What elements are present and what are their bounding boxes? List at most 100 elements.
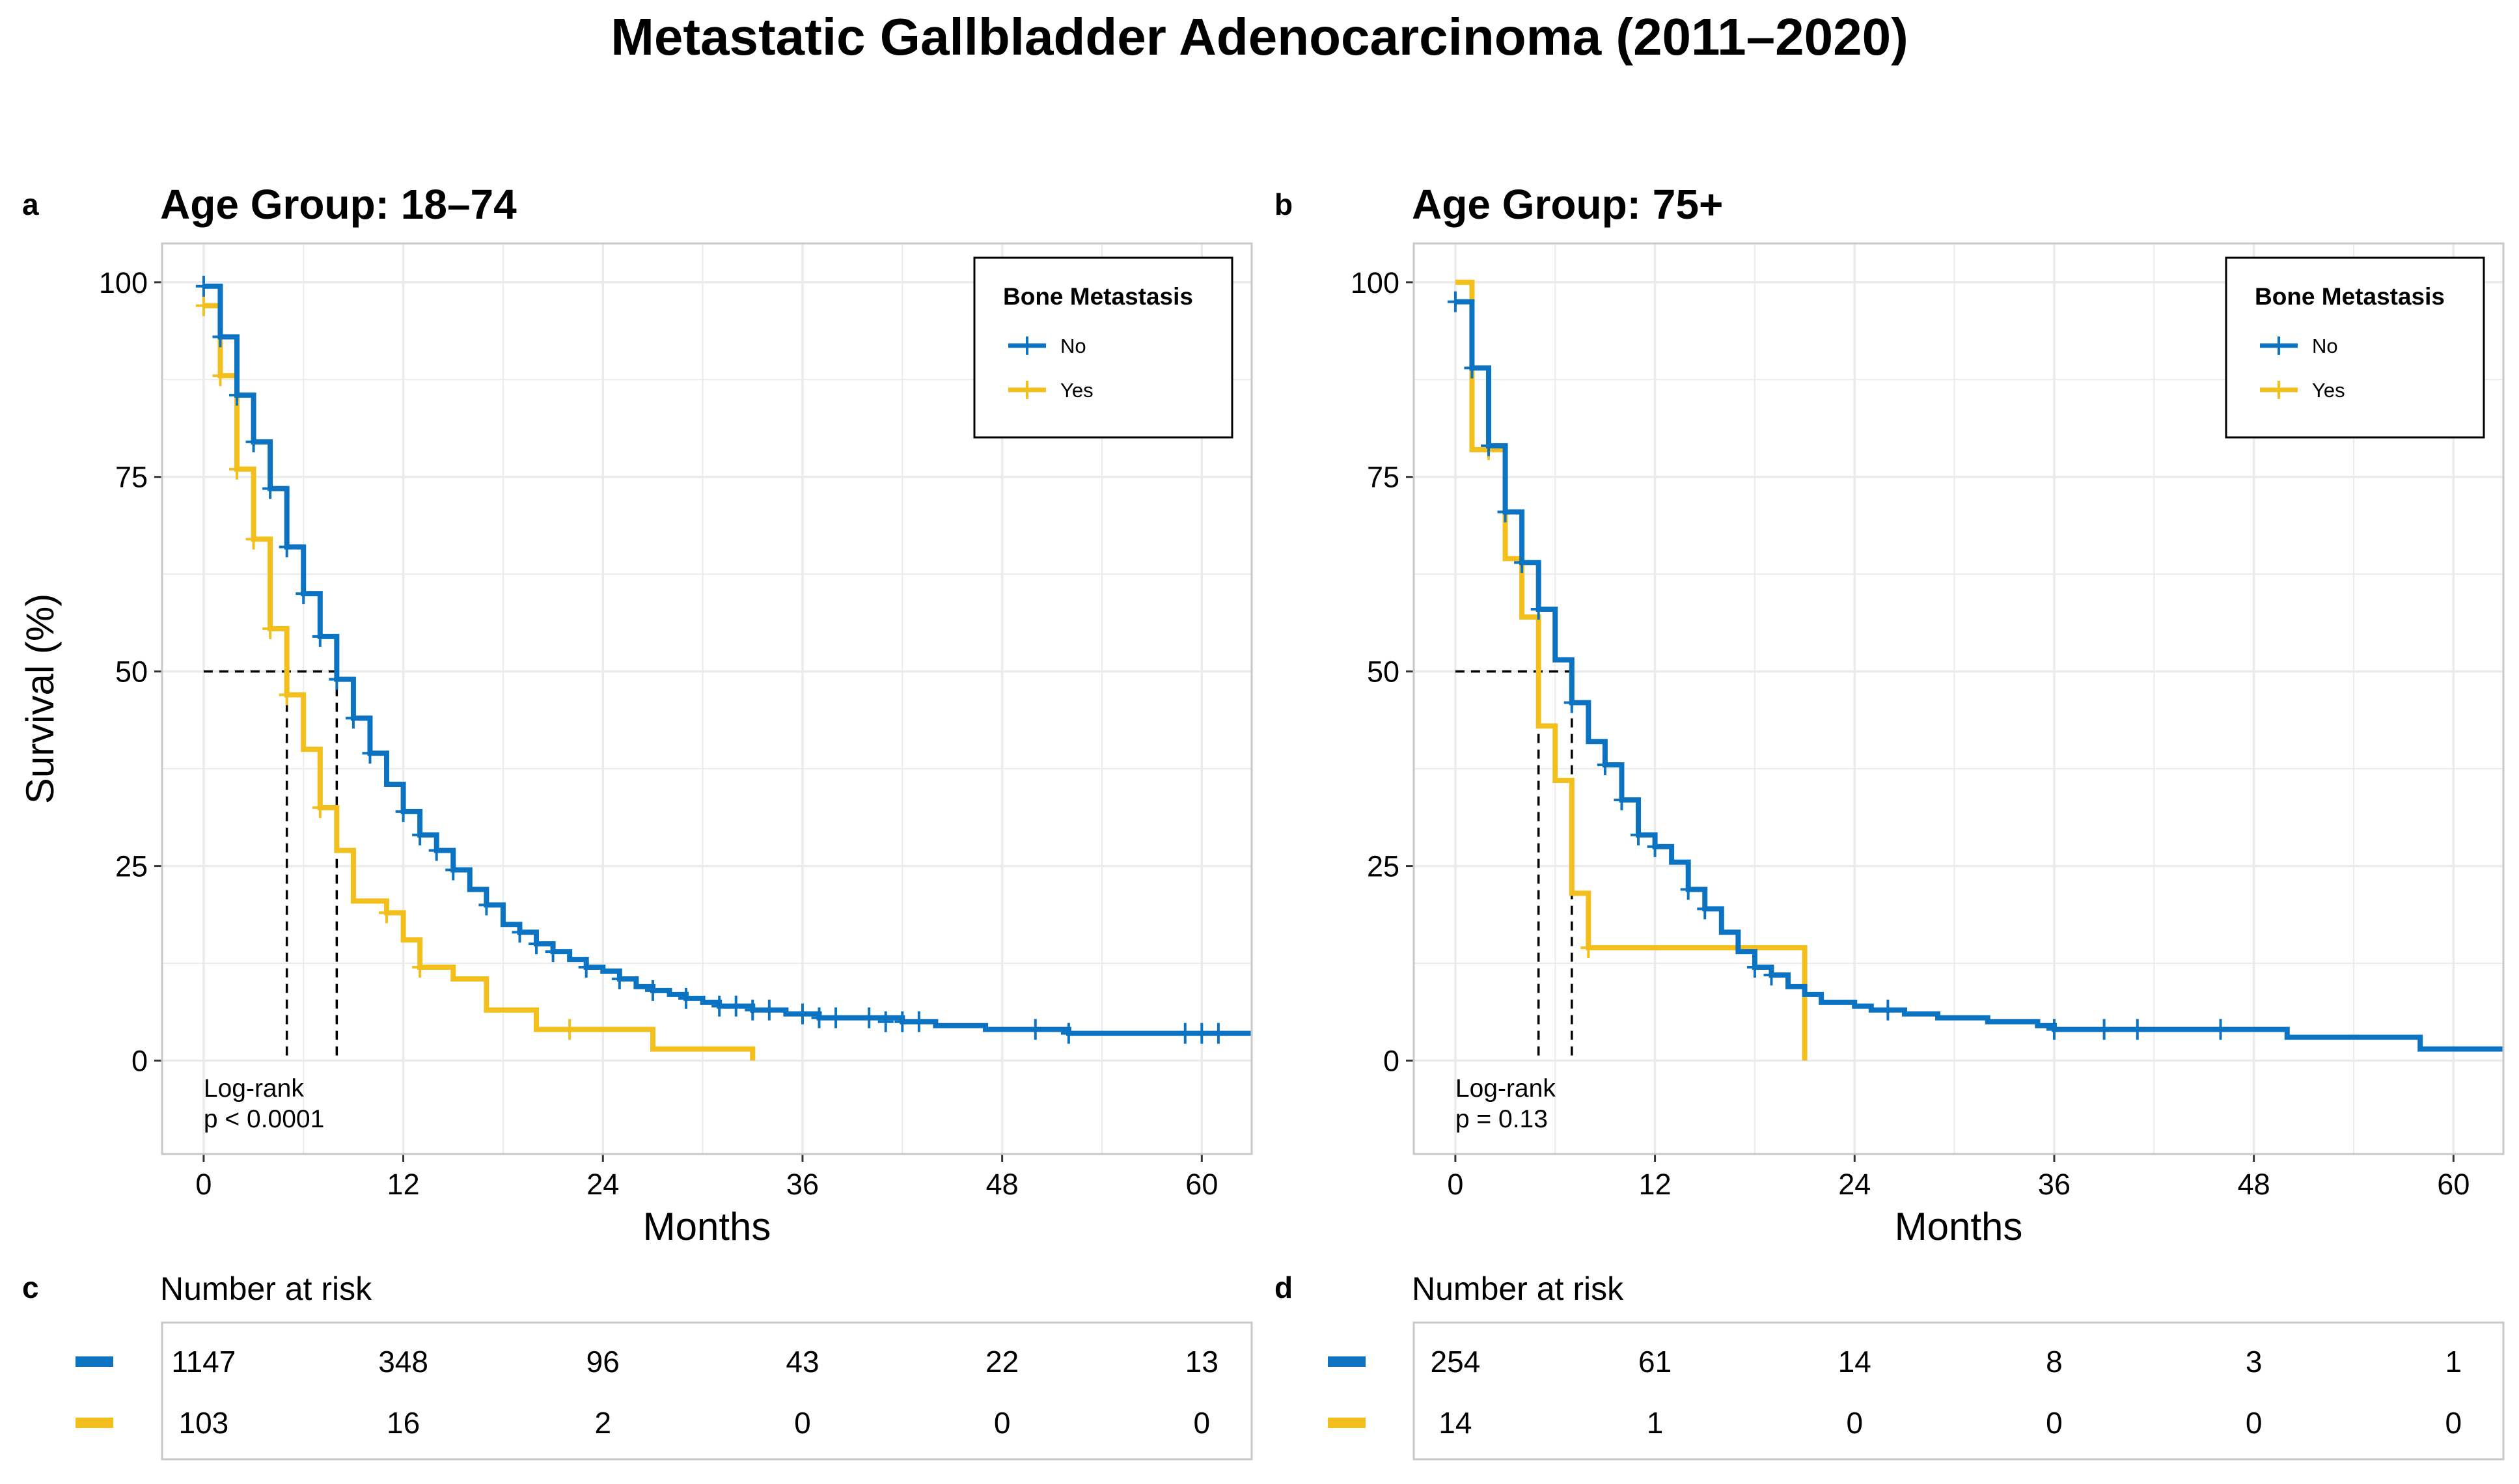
risk-count: 16 (387, 1406, 420, 1440)
censor-mark (911, 1011, 927, 1032)
x-tick-label: 60 (2437, 1168, 2470, 1201)
risk-count: 0 (994, 1406, 1011, 1440)
risk-count: 96 (586, 1345, 620, 1379)
survival-curve-yes (203, 303, 756, 1061)
median-lines (203, 670, 338, 1061)
gridlines (162, 243, 1252, 1154)
y-tick-label: 50 (115, 655, 148, 689)
risk-count: 8 (2046, 1345, 2063, 1379)
censor-mark (345, 708, 361, 729)
censor-mark (1177, 1023, 1193, 1044)
censor-mark (412, 824, 428, 845)
censor-mark (761, 999, 777, 1021)
censor-mark (562, 1019, 578, 1040)
censor-mark (312, 797, 328, 818)
censor-mark (1497, 501, 1513, 523)
censor-mark (1027, 1019, 1043, 1040)
y-axis-title: Survival (%) (18, 594, 62, 804)
risk-row-key-yes (1328, 1418, 1366, 1428)
legend: Bone Metastasis No Yes (973, 256, 1233, 439)
censor-mark (1880, 999, 1896, 1021)
legend-label-yes: Yes (2312, 379, 2345, 402)
x-tick-label: 0 (195, 1168, 212, 1201)
logrank-label: Log-rank (1455, 1075, 1556, 1103)
risk-count: 1 (1647, 1406, 1664, 1440)
x-tick-label: 12 (1639, 1168, 1672, 1201)
censor-mark (2096, 1019, 2112, 1040)
x-tick-label: 24 (1838, 1168, 1871, 1201)
censor-mark (828, 1007, 844, 1028)
y-tick-label: 100 (1351, 266, 1399, 299)
censor-mark (2212, 1019, 2229, 1040)
risk-table: d Number at risk 254 61 14 8 3 1 14 1 0 0 0 0 (1274, 1271, 2505, 1461)
censor-mark (296, 583, 312, 605)
censor-mark (1746, 957, 1763, 978)
logrank-pvalue: p < 0.0001 (204, 1105, 324, 1133)
risk-count: 13 (1185, 1345, 1218, 1379)
censor-mark (861, 1007, 877, 1028)
risk-count: 3 (2246, 1345, 2263, 1379)
risk-count: 22 (985, 1345, 1019, 1379)
risk-count: 61 (1638, 1345, 1672, 1379)
censor-mark (728, 995, 744, 1017)
censor-mark (195, 295, 212, 316)
censor-mark (745, 999, 761, 1021)
legend-label-no: No (2312, 335, 2338, 357)
censor-mark (512, 922, 528, 943)
censor-mark (1060, 1023, 1077, 1044)
panel-title: Age Group: 75+ (1412, 181, 1723, 228)
censor-mark (1514, 552, 1530, 573)
censor-mark (262, 478, 279, 499)
legend-label-no: No (1060, 335, 1086, 357)
plot-panel-border (161, 242, 1253, 1155)
panel-letter: a (22, 187, 39, 221)
censor-mark (329, 668, 345, 690)
censor-mark (1680, 879, 1696, 900)
risk-count: 1 (2445, 1345, 2462, 1379)
censor-mark (578, 957, 594, 978)
risk-count: 14 (1438, 1406, 1472, 1440)
panel-letter: b (1274, 187, 1293, 221)
risk-count: 348 (378, 1345, 428, 1379)
risk-table-border (161, 1321, 1253, 1461)
legend-title: Bone Metastasis (1003, 283, 1193, 310)
censor-mark (2129, 1019, 2145, 1040)
x-tick-label: 0 (1447, 1168, 1463, 1201)
censor-mark (1597, 754, 1613, 776)
x-axis-title: Months (643, 1205, 771, 1248)
risk-count: 2 (594, 1406, 611, 1440)
risk-count: 0 (1846, 1406, 1863, 1440)
censor-mark (312, 625, 328, 647)
censor-mark (1697, 898, 1713, 920)
censor-mark (794, 1003, 810, 1024)
censor-mark (529, 933, 545, 955)
risk-count: 103 (179, 1406, 229, 1440)
censor-mark (279, 536, 295, 558)
risk-row-key-yes (76, 1418, 113, 1428)
censor-mark (1563, 692, 1580, 713)
censor-mark (279, 684, 295, 706)
x-tick-label: 36 (786, 1168, 819, 1201)
censor-mark (1647, 836, 1663, 857)
risk-count: 0 (2246, 1406, 2263, 1440)
risk-count: 0 (1194, 1406, 1211, 1440)
risk-row-key-no (1328, 1356, 1366, 1367)
censor-mark (1631, 824, 1647, 845)
x-tick-label: 36 (2038, 1168, 2071, 1201)
risk-row-key-no (76, 1356, 113, 1367)
x-tick-label: 12 (387, 1168, 420, 1201)
censor-mark (545, 941, 561, 963)
risk-table-heading: Number at risk (1412, 1271, 1624, 1307)
censor-mark (1447, 291, 1463, 312)
censor-mark (245, 431, 262, 452)
censor-mark (1464, 357, 1480, 379)
censor-mark (412, 957, 428, 978)
censor-mark (379, 902, 395, 924)
censor-mark (395, 801, 411, 822)
censor-mark (212, 365, 228, 387)
panel-b: b Age Group: 75+0 12 24 36 48 600255075100Mont… (1274, 181, 2505, 1461)
logrank-label: Log-rank (204, 1075, 304, 1103)
censor-mark (195, 275, 212, 297)
series-no (1447, 291, 2503, 1052)
x-tick-label: 24 (586, 1168, 619, 1201)
